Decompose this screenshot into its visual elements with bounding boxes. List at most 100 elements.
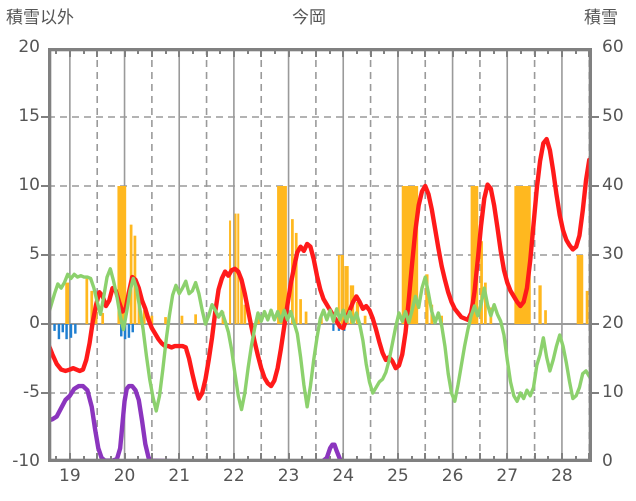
y-axis-tick-label: 0 [29, 313, 40, 333]
bar-precipitation [90, 290, 94, 324]
top-tick-mark [369, 48, 372, 57]
bottom-tick-mark [109, 456, 112, 462]
bar-precipitation [194, 314, 197, 324]
bar-precipitation [337, 255, 340, 324]
bottom-tick-mark [342, 453, 345, 462]
bar-precipitation [363, 315, 367, 324]
bottom-tick-mark [273, 456, 276, 462]
top-tick-mark [506, 48, 509, 57]
y2-axis-tick-mark [592, 116, 599, 118]
top-tick-mark [560, 48, 563, 57]
bar-precipitation [150, 315, 154, 324]
x-axis-tick-label: 26 [441, 466, 464, 486]
top-tick-mark [437, 48, 440, 54]
bottom-tick-mark [287, 453, 290, 462]
top-tick-mark [328, 48, 331, 54]
bottom-tick-mark [506, 453, 509, 462]
top-tick-mark [219, 48, 222, 54]
bar-snowfall [332, 324, 335, 331]
bottom-tick-mark [410, 456, 413, 462]
y-axis-tick-mark [41, 323, 48, 325]
top-tick-mark [588, 48, 591, 57]
bar-precipitation [277, 186, 287, 324]
y2-axis-tick-label: 20 [602, 313, 624, 333]
bar-precipitation [425, 274, 429, 324]
top-tick-mark [68, 48, 71, 57]
top-tick-mark [260, 48, 263, 57]
y2-axis-tick-mark [592, 254, 599, 256]
bottom-tick-mark [478, 453, 481, 462]
bottom-tick-mark [137, 456, 140, 462]
top-tick-mark [246, 48, 249, 54]
bottom-tick-mark [96, 453, 99, 462]
top-tick-mark [451, 48, 454, 57]
bar-precipitation [585, 290, 589, 324]
x-axis-tick-label: 25 [387, 466, 409, 486]
y-axis-tick-label: 20 [18, 37, 40, 57]
y2-axis-tick-label: 0 [602, 451, 613, 471]
top-tick-mark [82, 48, 85, 54]
chart-canvas [48, 48, 592, 462]
plot-frame [48, 48, 592, 462]
bar-snowfall [53, 324, 56, 331]
bar-precipitation [164, 317, 167, 324]
bar-precipitation [257, 317, 260, 324]
bottom-tick-mark [533, 453, 536, 462]
top-tick-mark [164, 48, 167, 54]
top-tick-mark [383, 48, 386, 54]
x-axis-tick-label: 23 [277, 466, 300, 486]
top-tick-mark [178, 48, 181, 57]
bar-precipitation [344, 266, 349, 324]
bar-precipitation [544, 310, 547, 324]
bottom-tick-mark [314, 453, 317, 462]
bottom-tick-mark [301, 456, 304, 462]
bottom-tick-mark [588, 453, 591, 462]
bottom-tick-mark [232, 453, 235, 462]
bottom-tick-mark [369, 453, 372, 462]
top-tick-mark [205, 48, 208, 57]
top-tick-mark [96, 48, 99, 57]
y-axis-tick-label: 15 [18, 106, 40, 126]
bar-precipitation [94, 310, 98, 324]
bar-snowfall [120, 324, 123, 337]
bar-precipitation [243, 304, 247, 324]
y2-axis-tick-label: 60 [602, 37, 624, 57]
x-axis-tick-label: 27 [496, 466, 519, 486]
x-axis-tick-label: 22 [223, 466, 245, 486]
bottom-tick-mark [68, 453, 71, 462]
bar-precipitation [65, 282, 70, 324]
top-tick-mark [396, 48, 399, 57]
page-title: 今岡 [292, 8, 326, 28]
top-tick-mark [355, 48, 358, 54]
bar-precipitation [401, 186, 419, 324]
y-axis-tick-label: -5 [23, 382, 40, 402]
bottom-tick-mark [451, 453, 454, 462]
bottom-tick-mark [492, 456, 495, 462]
x-axis-tick-label: 24 [332, 466, 355, 486]
bottom-tick-mark [260, 453, 263, 462]
bottom-tick-mark [246, 456, 249, 462]
x-axis-tick-label: 19 [59, 466, 81, 486]
bar-precipitation [484, 282, 487, 324]
x-axis-tick-label: 28 [551, 466, 573, 486]
bottom-tick-mark [383, 456, 386, 462]
bottom-tick-mark [574, 456, 577, 462]
y-axis-tick-label: -10 [12, 451, 40, 471]
y-axis-tick-mark [41, 392, 48, 394]
line-series-red [48, 136, 592, 401]
top-tick-mark [150, 48, 153, 57]
y2-axis-tick-label: 10 [602, 382, 624, 402]
bar-snowfall [57, 324, 61, 340]
top-tick-mark [232, 48, 235, 57]
bar-snowfall [69, 324, 73, 338]
bottom-tick-mark [328, 456, 331, 462]
y2-axis-tick-mark [592, 185, 599, 187]
bottom-tick-mark [55, 456, 58, 462]
top-tick-mark [465, 48, 468, 54]
bar-snowfall [127, 324, 131, 338]
bar-precipitation [294, 232, 298, 324]
bar-precipitation [101, 312, 105, 324]
bottom-tick-mark [219, 456, 222, 462]
top-tick-mark [109, 48, 112, 54]
